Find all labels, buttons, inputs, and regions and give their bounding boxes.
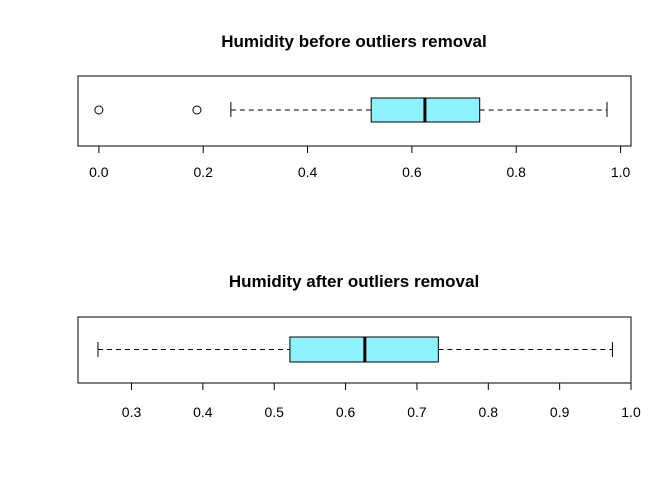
x-tick-label-after: 0.6 <box>336 404 356 420</box>
x-tick-label-after: 0.3 <box>122 404 142 420</box>
x-tick-label-before: 0.6 <box>402 164 422 180</box>
chart-title-before: Humidity before outliers removal <box>221 32 486 51</box>
x-tick-label-after: 1.0 <box>621 404 641 420</box>
boxplot-panel-before: Humidity before outliers removal 0.0 0.2 0… <box>77 32 632 180</box>
plot-frame-before <box>77 75 632 147</box>
x-tick-label-before: 1.0 <box>611 164 631 180</box>
x-tick-label-after: 0.8 <box>479 404 499 420</box>
x-tick-label-before: 0.4 <box>298 164 318 180</box>
boxplot-panel-after: Humidity after outliers removal 0.3 0.4 0.… <box>77 272 641 420</box>
x-tick-label-after: 0.5 <box>264 404 284 420</box>
x-tick-label-before: 0.2 <box>193 164 213 180</box>
x-tick-label-after: 0.4 <box>193 404 213 420</box>
outlier-point-before <box>192 105 202 115</box>
x-tick-label-after: 0.7 <box>407 404 427 420</box>
x-tick-label-after: 0.9 <box>550 404 570 420</box>
chart-title-after: Humidity after outliers removal <box>229 272 479 291</box>
x-tick-label-before: 0.8 <box>506 164 526 180</box>
outlier-point-before <box>94 105 104 115</box>
x-tick-label-before: 0.0 <box>89 164 109 180</box>
